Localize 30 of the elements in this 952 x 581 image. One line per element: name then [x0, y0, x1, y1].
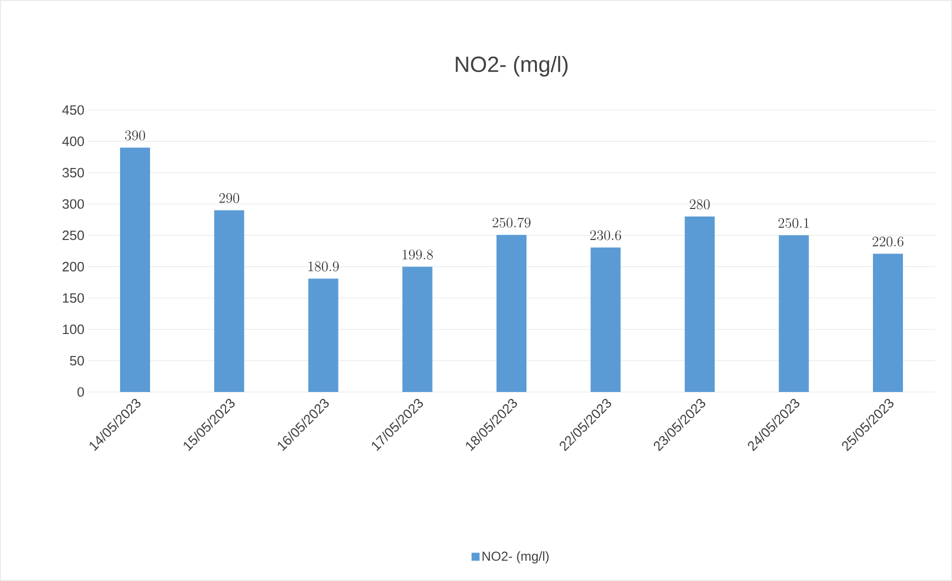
bar — [120, 148, 150, 392]
y-tick-label: 250 — [62, 230, 84, 240]
bar — [308, 278, 338, 392]
bar — [214, 210, 244, 392]
data-label: 220.6 — [872, 236, 904, 247]
data-label: 180.9 — [308, 262, 339, 272]
data-label: 290 — [219, 193, 240, 204]
y-tick-label: 400 — [62, 136, 84, 146]
bar — [590, 247, 621, 392]
bar — [496, 234, 527, 392]
data-label: 250. 1 — [778, 218, 809, 228]
data-label: 280 — [690, 199, 710, 210]
y-tick-label: 350 — [62, 168, 84, 178]
bar — [402, 266, 432, 392]
y-tick-label: 50 — [70, 356, 84, 366]
y-tick-label: 150 — [62, 293, 84, 303]
legend-label: NO2- (mg/l) — [482, 551, 549, 564]
y-tick-label: 450 — [62, 105, 84, 115]
data-label: 199.8 — [402, 250, 433, 260]
bar — [778, 235, 809, 392]
y-tick-label: 0 — [77, 387, 84, 397]
data-label: 250.79 — [492, 218, 530, 228]
y-tick-label: 300 — [62, 199, 84, 209]
bar — [684, 216, 715, 392]
chart-title: NO2- (mg/l) — [456, 56, 568, 76]
y-tick-label: 100 — [62, 324, 84, 334]
data-label: 390 — [125, 130, 146, 140]
data-label: 230.6 — [590, 230, 622, 240]
bar — [872, 254, 903, 392]
y-tick-label: 200 — [62, 262, 84, 272]
